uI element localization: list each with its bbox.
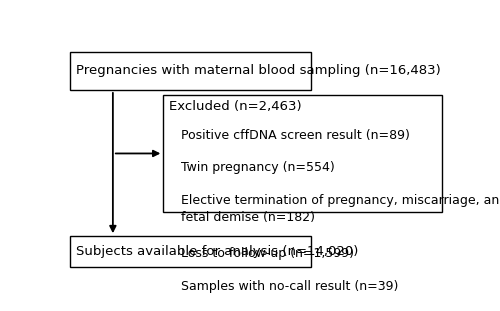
Text: Subjects available for analysis (n=14,020): Subjects available for analysis (n=14,02… xyxy=(76,245,358,258)
Bar xyxy=(70,236,310,267)
Text: Samples with no-call result (n=39): Samples with no-call result (n=39) xyxy=(180,280,398,293)
Text: Loss to follow-up (n=1,599): Loss to follow-up (n=1,599) xyxy=(180,247,354,260)
Text: Positive cffDNA screen result (n=89): Positive cffDNA screen result (n=89) xyxy=(180,129,410,142)
Text: Pregnancies with maternal blood sampling (n=16,483): Pregnancies with maternal blood sampling… xyxy=(76,64,441,77)
Text: Excluded (n=2,463): Excluded (n=2,463) xyxy=(169,100,302,113)
Text: Elective termination of pregnancy, miscarriage, and
fetal demise (n=182): Elective termination of pregnancy, misca… xyxy=(180,194,500,224)
Text: Twin pregnancy (n=554): Twin pregnancy (n=554) xyxy=(180,161,334,174)
Bar xyxy=(163,95,442,212)
Bar xyxy=(70,52,310,90)
